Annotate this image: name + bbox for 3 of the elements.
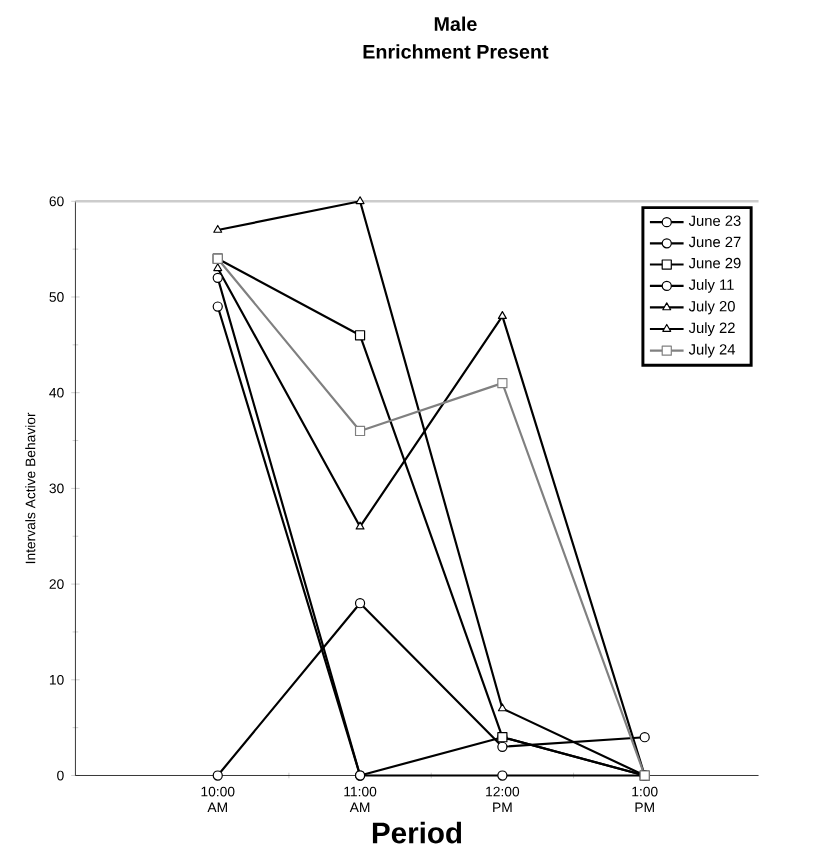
x-axis-title: Period — [373, 821, 462, 844]
chart-subtitle: Enrichment Present — [363, 44, 549, 59]
chart-title: Male — [434, 16, 477, 31]
